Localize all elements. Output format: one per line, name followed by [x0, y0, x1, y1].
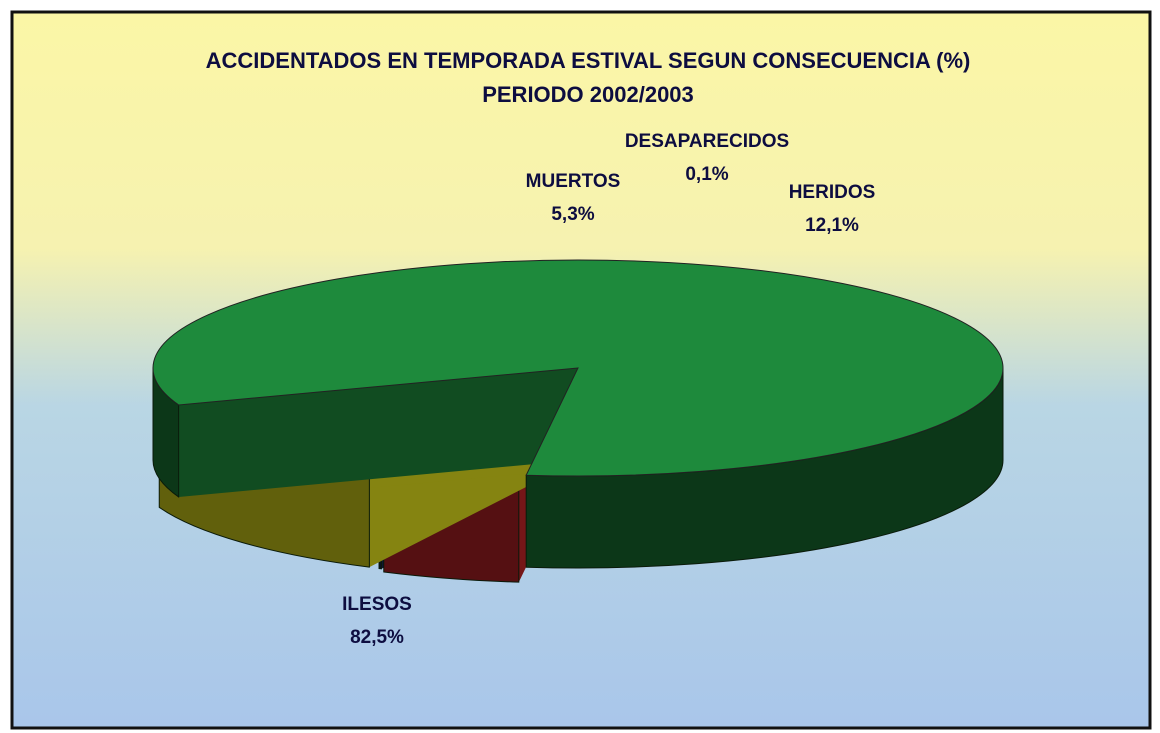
chart-subtitle: PERIODO 2002/2003 — [482, 82, 694, 107]
slice-value-label: 5,3% — [551, 204, 594, 225]
pie — [152, 259, 1004, 583]
slice-wall — [178, 368, 579, 497]
slice-label: HERIDOS — [789, 182, 876, 203]
slice-label: ILESOS — [342, 594, 412, 615]
slice-label: DESAPARECIDOS — [625, 131, 789, 152]
slice-value-label: 0,1% — [685, 164, 728, 185]
pie-slice — [152, 259, 1004, 477]
chart-title: ACCIDENTADOS EN TEMPORADA ESTIVAL SEGUN … — [206, 48, 971, 73]
slice-value-label: 12,1% — [805, 215, 859, 236]
slice-value-label: 82,5% — [350, 627, 404, 648]
slice-label: MUERTOS — [526, 171, 621, 192]
